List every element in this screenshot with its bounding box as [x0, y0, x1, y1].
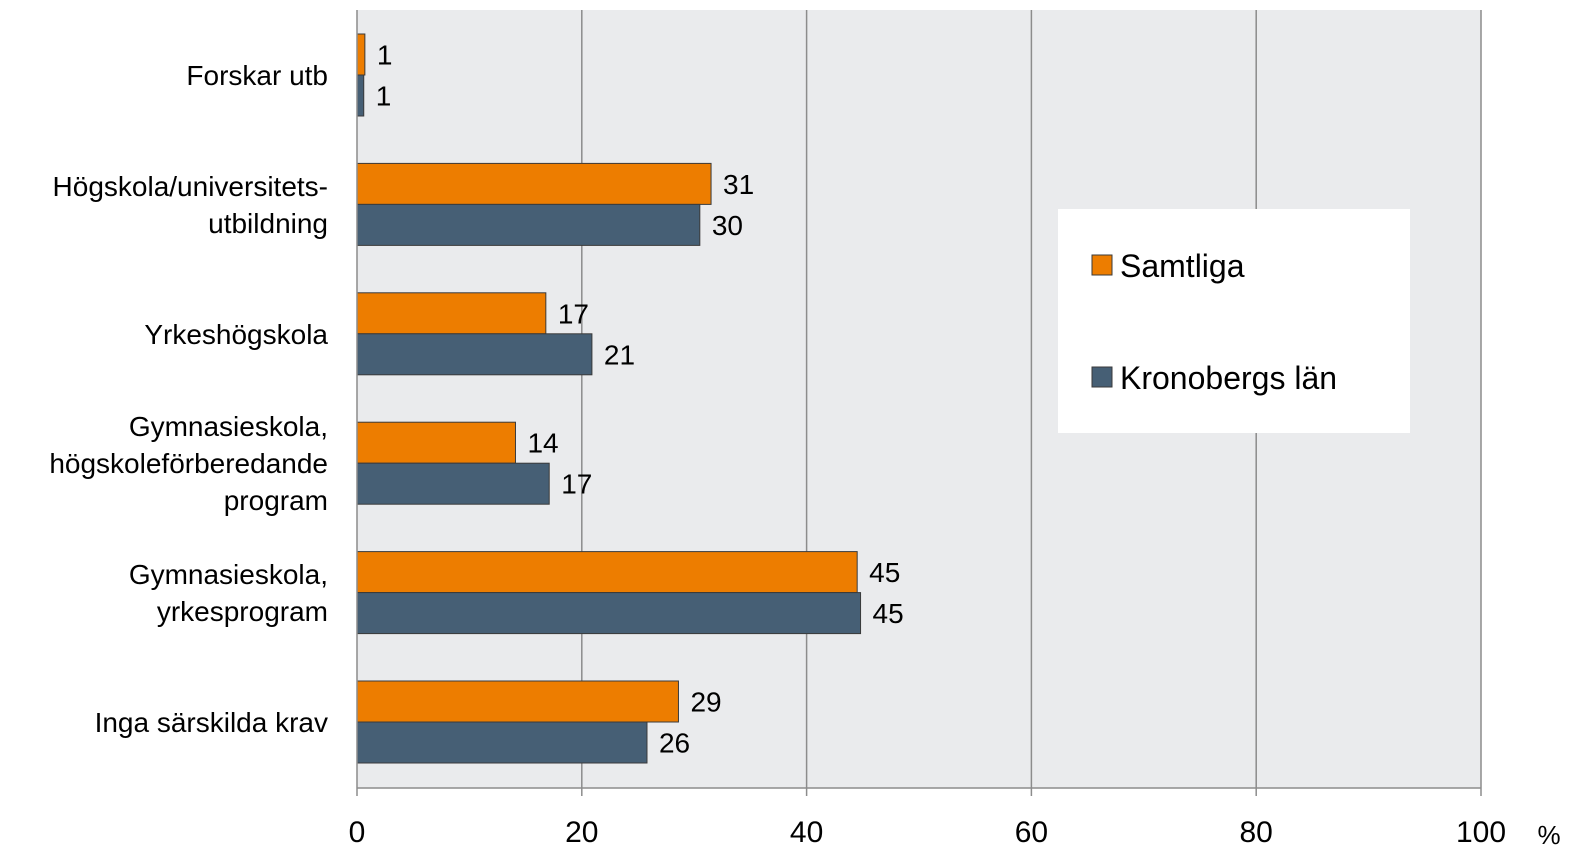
x-tick-label: 100 [1456, 816, 1506, 849]
category-label: Högskola/universitets-utbildning [53, 171, 328, 239]
bar-samtliga [356, 162, 712, 205]
bar-samtliga [356, 680, 679, 723]
data-label: 14 [527, 428, 558, 459]
bar-kronobergs-lan [356, 592, 862, 635]
legend-label: Kronobergs län [1120, 360, 1337, 396]
category-label: Gymnasieskola, yrkesprogram [129, 559, 328, 627]
bar-samtliga [356, 33, 366, 76]
category-label: Yrkeshögskola [144, 319, 328, 350]
x-unit-label: % [1537, 820, 1560, 850]
data-label: 45 [869, 557, 900, 588]
bar-kronobergs-lan [356, 721, 648, 764]
x-tick-label: 60 [1015, 816, 1048, 849]
legend: Samtliga Kronobergs län [1058, 209, 1410, 433]
legend-swatch [1091, 254, 1113, 276]
data-label: 29 [690, 687, 721, 718]
x-tick-label: 20 [565, 816, 598, 849]
bars [356, 33, 862, 764]
category-label: Inga särskilda krav [95, 707, 328, 738]
x-tick-labels: 0 20 40 60 80 100% [349, 816, 1561, 850]
data-label: 30 [712, 210, 743, 241]
bar-samtliga [356, 292, 547, 335]
data-label: 31 [723, 169, 754, 200]
axes [356, 10, 1482, 796]
bar-kronobergs-lan [356, 203, 701, 246]
legend-swatch [1091, 366, 1113, 388]
bar-samtliga [356, 421, 516, 464]
bar-kronobergs-lan [356, 462, 550, 505]
bar-samtliga [356, 551, 858, 594]
data-label: 1 [376, 81, 392, 112]
x-tick-label: 40 [790, 816, 823, 849]
legend-box [1058, 209, 1410, 433]
bar-kronobergs-lan [356, 74, 365, 117]
data-label: 26 [659, 728, 690, 759]
legend-label: Samtliga [1120, 248, 1245, 284]
category-label: Forskar utb [186, 60, 328, 91]
data-label: 21 [604, 339, 635, 370]
x-tick-label: 80 [1240, 816, 1273, 849]
category-label: Gymnasieskola, högskoleförberedande progra… [49, 411, 328, 516]
data-label: 45 [873, 598, 904, 629]
data-label: 1 [377, 40, 393, 71]
data-label: 17 [558, 298, 589, 329]
x-tick-label: 0 [349, 816, 366, 849]
data-label: 17 [561, 469, 592, 500]
bar-kronobergs-lan [356, 333, 593, 376]
category-labels: Forskar utb Högskola/universitets-utbildn… [49, 60, 328, 738]
